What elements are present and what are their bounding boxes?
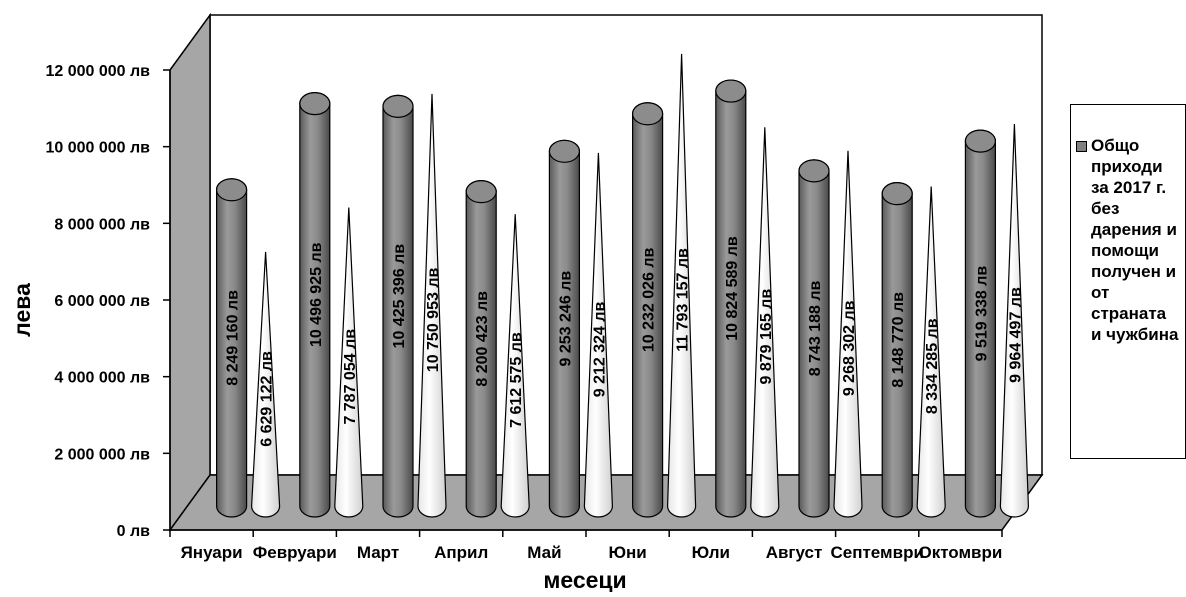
x-tick-label: Януари [181, 543, 243, 562]
bar-cylinder [216, 178, 248, 518]
y-tick-label: 8 000 000 лв [54, 216, 150, 233]
bar-cone [417, 93, 447, 518]
bar-cylinder [465, 180, 497, 518]
bar-value-label: 6 629 122 лв [259, 351, 276, 447]
bar-cone [250, 251, 281, 518]
bar-cone [666, 53, 697, 518]
bar-cone [916, 186, 946, 518]
y-tick-label: 12 000 000 лв [45, 63, 150, 80]
bar-value-label: 11 793 157 лв [675, 248, 692, 352]
bar-value-label: 10 425 396 лв [391, 244, 408, 349]
x-tick-label: Август [766, 543, 823, 562]
bars: 8 249 160 лв 6 629 122 лв 10 496 925 лв 7 7… [216, 53, 1030, 518]
bar-value-label: 7 612 575 лв [508, 332, 525, 428]
legend-swatch [1076, 141, 1087, 152]
x-tick-label: Април [434, 543, 488, 562]
bar-cylinder [964, 129, 997, 518]
y-ticks: 0 лв 2 000 000 лв 4 000 000 лв 6 000 000 лв… [45, 63, 170, 540]
bar-cone [999, 124, 1030, 518]
x-tick-label: Юли [692, 543, 730, 562]
x-tick-label: Юни [608, 543, 646, 562]
bar-value-label: 8 148 770 лв [890, 292, 907, 388]
bar-value-label: 7 787 054 лв [342, 329, 359, 425]
bar-value-label: 8 200 423 лв [474, 291, 491, 387]
x-tick-label: Октомври [918, 543, 1002, 562]
bar-cone [334, 207, 364, 518]
bar-cylinder [382, 94, 414, 518]
x-tick-label: Септември [830, 543, 923, 562]
bar-value-label: 10 824 589 лв [724, 236, 741, 341]
bar-value-label: 9 964 497 лв [1007, 287, 1024, 383]
bar-cylinder [631, 102, 664, 518]
y-tick-label: 2 000 000 лв [54, 446, 150, 463]
bar-cylinder [798, 159, 830, 518]
x-tick-label: Май [527, 543, 561, 562]
legend: Общо приходи за 2017 г. без дарения и по… [1070, 104, 1186, 459]
y-tick-label: 4 000 000 лв [54, 370, 150, 387]
y-tick-label: 10 000 000 лв [45, 140, 150, 157]
y-tick-label: 6 000 000 лв [54, 293, 150, 310]
bar-value-label: 10 750 953 лв [425, 268, 442, 373]
y-tick-label: 0 лв [117, 523, 151, 540]
bar-cone [583, 152, 614, 518]
x-axis-title: месеци [543, 567, 626, 592]
bar-value-label: 9 253 246 лв [557, 271, 574, 367]
bar-value-label: 10 496 925 лв [308, 242, 325, 347]
bar-cylinder [548, 139, 581, 518]
back-wall [209, 14, 1043, 476]
x-ticks: Януари Февруари Март Април Май Юни Юли Август Се… [169, 530, 1003, 562]
bar-cylinder [299, 92, 331, 518]
bar-cylinder [715, 79, 747, 518]
bar-value-label: 8 249 160 лв [225, 290, 242, 386]
y-axis-title: лева [9, 283, 35, 337]
bar-value-label: 8 743 188 лв [807, 280, 824, 376]
bar-value-label: 10 232 026 лв [641, 247, 658, 352]
x-tick-label: Февруари [253, 543, 337, 562]
bar-value-label: 9 519 338 лв [973, 266, 990, 362]
legend-label: Общо приходи за 2017 г. без дарения и по… [1091, 136, 1179, 344]
bar-cone [750, 127, 780, 518]
side-wall [169, 12, 211, 533]
bar-value-label: 9 268 302 лв [841, 300, 858, 396]
bar-value-label: 9 212 324 лв [591, 301, 608, 397]
bar-value-label: 9 879 165 лв [758, 289, 775, 385]
bar-value-label: 8 334 285 лв [924, 318, 941, 414]
bar-cylinder [881, 182, 913, 518]
x-tick-label: Март [357, 543, 399, 562]
bar-cone [833, 150, 863, 518]
bar-cone [500, 214, 530, 518]
